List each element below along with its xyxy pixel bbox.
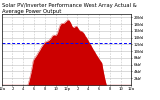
Text: Solar PV/Inverter Performance West Array Actual & Average Power Output: Solar PV/Inverter Performance West Array… bbox=[2, 3, 136, 14]
